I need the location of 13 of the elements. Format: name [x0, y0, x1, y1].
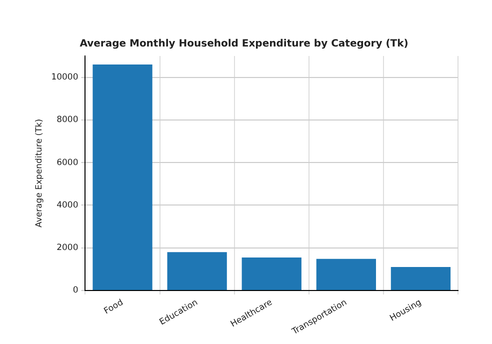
bar: [316, 258, 376, 290]
y-tick-label: 10000: [51, 72, 78, 83]
y-tick-label: 6000: [56, 158, 78, 168]
bar: [92, 64, 152, 290]
y-tick-label: 4000: [56, 200, 78, 210]
bar: [167, 252, 227, 290]
y-tick-label: 0: [72, 286, 78, 296]
y-tick-label: 8000: [56, 115, 78, 126]
chart-title: Average Monthly Household Expenditure by Category (Tk): [80, 38, 408, 50]
bar: [242, 257, 302, 290]
y-axis-title: Average Expenditure (Tk): [34, 118, 44, 228]
bar: [390, 267, 451, 290]
y-tick-label: 2000: [56, 243, 78, 254]
